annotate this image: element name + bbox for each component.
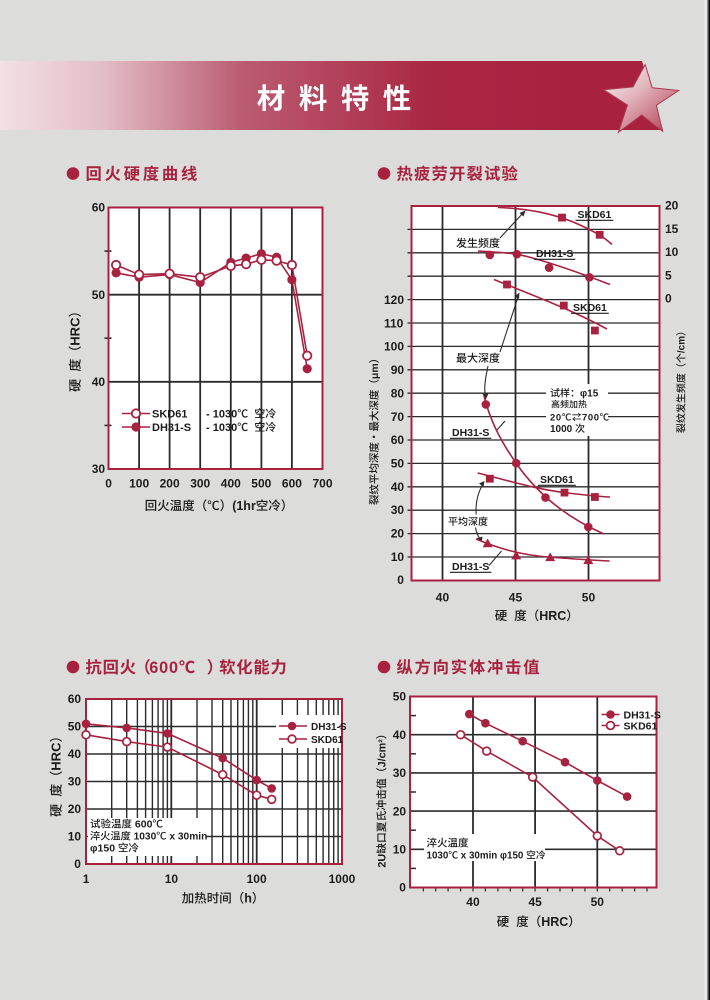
svg-text:10: 10: [665, 245, 679, 259]
svg-text:40: 40: [68, 747, 82, 761]
svg-text:HRC: HRC: [49, 742, 64, 771]
svg-text:0: 0: [74, 857, 81, 871]
svg-text:10: 10: [393, 843, 407, 857]
svg-text:20: 20: [665, 199, 679, 213]
svg-text:50: 50: [582, 591, 596, 605]
svg-text:SKD61: SKD61: [573, 302, 607, 314]
svg-text:40: 40: [393, 728, 407, 742]
svg-text:40: 40: [391, 480, 405, 494]
svg-text:30: 30: [393, 766, 407, 780]
svg-text:45: 45: [509, 591, 523, 605]
svg-text:/cm: /cm: [677, 336, 688, 353]
svg-text:x 30min φ150: x 30min φ150: [461, 851, 524, 862]
svg-text:10: 10: [68, 830, 82, 844]
svg-text:- 1030: - 1030: [206, 409, 237, 421]
svg-text:100: 100: [129, 477, 149, 491]
svg-text:SKD61: SKD61: [540, 474, 574, 486]
svg-text:120: 120: [384, 293, 404, 307]
svg-text:DH31-S: DH31-S: [452, 427, 489, 439]
svg-text:J/cm²: J/cm²: [376, 739, 388, 768]
svg-text:1000: 1000: [329, 872, 356, 886]
svg-text:110: 110: [384, 316, 404, 330]
svg-text:0: 0: [665, 292, 672, 306]
svg-text:100: 100: [247, 872, 267, 886]
svg-text:20: 20: [391, 527, 405, 541]
svg-text:500: 500: [251, 477, 271, 491]
svg-text:50: 50: [68, 720, 82, 734]
svg-text:40: 40: [466, 895, 480, 909]
svg-text:100: 100: [384, 340, 404, 354]
svg-text:0: 0: [105, 477, 112, 491]
svg-text:400: 400: [221, 477, 241, 491]
svg-text:HRC: HRC: [539, 609, 566, 623]
svg-text:0: 0: [399, 881, 406, 895]
svg-text:1: 1: [83, 872, 90, 886]
svg-text:φ15: φ15: [580, 389, 599, 400]
svg-text:2U: 2U: [376, 854, 388, 868]
svg-text:50: 50: [591, 895, 605, 909]
svg-text:70: 70: [391, 410, 405, 424]
svg-text:HRC: HRC: [68, 317, 83, 346]
svg-text:1030: 1030: [427, 851, 449, 862]
svg-text:x 30min: x 30min: [169, 832, 207, 843]
svg-text:DH31-S: DH31-S: [311, 722, 347, 733]
svg-text:1030: 1030: [134, 832, 157, 843]
svg-text:μm: μm: [369, 363, 381, 379]
svg-text:700: 700: [582, 413, 600, 424]
svg-text:h: h: [244, 892, 252, 906]
svg-text:40: 40: [92, 375, 106, 389]
svg-text:200: 200: [160, 477, 180, 491]
svg-text:5: 5: [665, 268, 672, 282]
svg-text:0: 0: [397, 573, 404, 587]
svg-text:40: 40: [436, 591, 450, 605]
svg-text:50: 50: [391, 456, 405, 470]
svg-text:DH31-S: DH31-S: [536, 248, 573, 260]
svg-text:10: 10: [165, 872, 179, 886]
svg-text:30: 30: [92, 462, 106, 476]
svg-text:700: 700: [313, 477, 333, 491]
svg-text:20: 20: [393, 804, 407, 818]
svg-text:10: 10: [391, 550, 405, 564]
svg-text:DH31-S: DH31-S: [624, 710, 661, 722]
svg-text:45: 45: [529, 895, 543, 909]
svg-text:50: 50: [393, 690, 407, 704]
svg-text:DH31-S: DH31-S: [452, 561, 489, 573]
svg-text:80: 80: [391, 386, 405, 400]
svg-text:600: 600: [135, 819, 153, 831]
svg-text:1000: 1000: [550, 424, 573, 435]
svg-text:SKD61: SKD61: [152, 409, 187, 421]
svg-text:15: 15: [665, 222, 679, 236]
svg-text:SKD61: SKD61: [624, 721, 658, 733]
svg-text:20: 20: [550, 413, 562, 424]
svg-text:90: 90: [391, 363, 405, 377]
svg-text:30: 30: [68, 775, 82, 789]
svg-text:DH31-S: DH31-S: [152, 422, 191, 434]
svg-text:φ150: φ150: [90, 843, 115, 855]
svg-text:SKD61: SKD61: [311, 735, 344, 746]
svg-text:- 1030: - 1030: [206, 422, 237, 434]
svg-text:20: 20: [68, 802, 82, 816]
svg-text:600: 600: [282, 477, 302, 491]
svg-text:30: 30: [391, 503, 405, 517]
svg-text:60: 60: [391, 433, 405, 447]
svg-text:(1hr: (1hr: [232, 499, 256, 513]
svg-text:SKD61: SKD61: [578, 209, 612, 221]
svg-text:60: 60: [92, 201, 106, 215]
svg-text:600: 600: [149, 659, 179, 677]
svg-text:HRC: HRC: [541, 915, 568, 929]
svg-text:60: 60: [68, 692, 82, 706]
svg-text:50: 50: [92, 288, 106, 302]
svg-text:300: 300: [190, 477, 210, 491]
